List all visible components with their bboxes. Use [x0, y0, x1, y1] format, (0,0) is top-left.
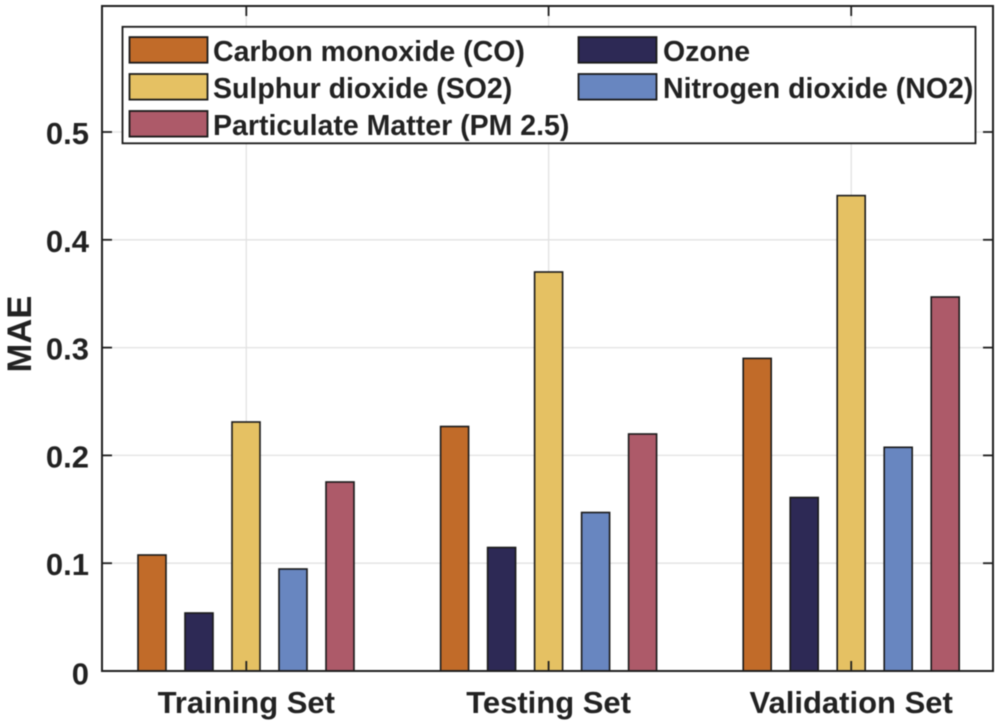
svg-text:Training Set: Training Set [158, 685, 335, 720]
svg-text:Carbon monoxide (CO): Carbon monoxide (CO) [213, 36, 525, 68]
svg-text:Particulate Matter (PM 2.5): Particulate Matter (PM 2.5) [213, 110, 569, 142]
svg-text:0.1: 0.1 [46, 547, 89, 582]
svg-text:Ozone: Ozone [663, 36, 750, 68]
svg-text:MAE: MAE [1, 296, 39, 373]
svg-text:Sulphur dioxide (SO2): Sulphur dioxide (SO2) [213, 73, 512, 105]
svg-text:0.5: 0.5 [46, 116, 89, 151]
svg-text:0.3: 0.3 [46, 332, 89, 367]
svg-text:0: 0 [72, 657, 89, 692]
svg-text:Nitrogen dioxide (NO2): Nitrogen dioxide (NO2) [663, 73, 973, 105]
svg-text:0.2: 0.2 [46, 439, 89, 474]
svg-text:Validation Set: Validation Set [750, 685, 953, 720]
svg-text:Testing Set: Testing Set [466, 685, 631, 720]
svg-text:0.4: 0.4 [46, 224, 90, 259]
